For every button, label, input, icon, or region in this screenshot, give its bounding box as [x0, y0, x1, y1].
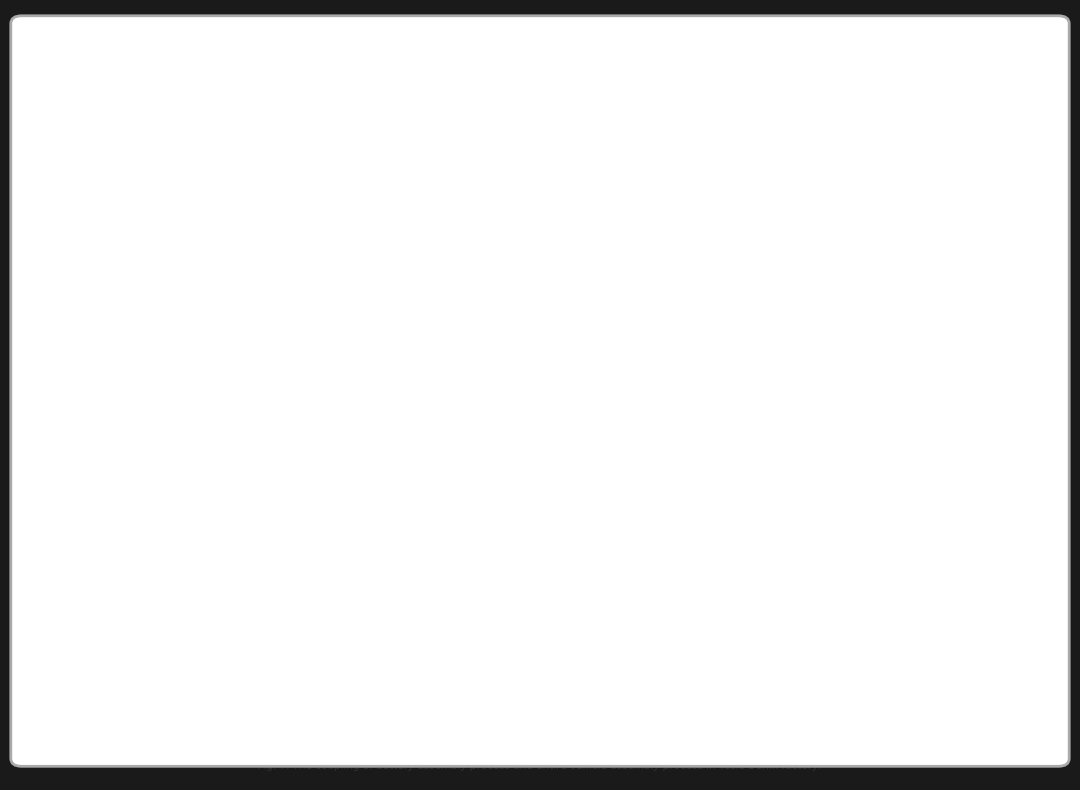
Text: Reparaturen
A009-00-00-07: Reparaturen A009-00-00-07 [325, 501, 399, 522]
FancyBboxPatch shape [189, 377, 308, 402]
FancyBboxPatch shape [302, 186, 481, 280]
FancyBboxPatch shape [518, 186, 707, 280]
FancyBboxPatch shape [502, 363, 675, 466]
FancyBboxPatch shape [518, 336, 670, 411]
FancyBboxPatch shape [518, 466, 697, 557]
Text: 15537 Grünheide: 15537 Grünheide [829, 486, 905, 495]
Text: A009-00-03-HW01 bis HW04,
HW05 bis HW08: A009-00-03-HW01 bis HW04, HW05 bis HW08 [808, 352, 819, 438]
Text: A009-00-00-07-
HM01 und HM09: A009-00-00-07- HM01 und HM09 [456, 501, 510, 514]
FancyBboxPatch shape [122, 250, 235, 280]
Text: Bearbeiter: 3236/3259: Bearbeiter: 3236/3259 [950, 595, 1037, 604]
Text: A009-00-00-02-HM07
bis HM08: A009-00-00-02-HM07 bis HM08 [463, 228, 535, 240]
Text: Lenkrad: Lenkrad [571, 443, 606, 452]
FancyArrow shape [59, 196, 184, 255]
Text: Fertigung Antrieb
A008-00: Fertigung Antrieb A008-00 [551, 363, 637, 384]
Text: Abwasser: Abwasser [294, 700, 337, 709]
Text: Tesla Manufacturing Brandenburg SE: Tesla Manufacturing Brandenburg SE [829, 446, 989, 455]
Text: A009-00-00-07-
HW09 bis HW11: A009-00-00-07- HW09 bis HW11 [210, 513, 262, 525]
Text: Montage
Innenverkleidung
A009-00-00-01: Montage Innenverkleidung A009-00-00-01 [340, 216, 443, 250]
Text: A009-00-00-05-HM06: A009-00-00-05-HM06 [213, 386, 284, 393]
Text: Bearbeiter:: Bearbeiter: [832, 413, 887, 423]
Text: Sitzfertigung
A005-00: Sitzfertigung A005-00 [701, 363, 762, 384]
FancyBboxPatch shape [467, 187, 531, 217]
FancyBboxPatch shape [524, 59, 697, 150]
Text: 19.04.2021: 19.04.2021 [829, 608, 873, 617]
Text: A009-00-00-05-
HM01 und HM09: A009-00-00-05- HM01 und HM09 [221, 356, 275, 369]
FancyBboxPatch shape [184, 505, 288, 533]
Text: Verglasung
A009-00-00-05: Verglasung A009-00-00-05 [345, 363, 417, 384]
Text: BE: A009-00: BE: A009-00 [877, 561, 1000, 578]
Text: A009-00-00-08-
HW01 bis HW11: A009-00-00-08- HW01 bis HW11 [152, 259, 205, 272]
FancyBboxPatch shape [467, 219, 531, 249]
FancyBboxPatch shape [49, 324, 232, 431]
FancyArrow shape [589, 626, 632, 720]
FancyBboxPatch shape [59, 332, 221, 423]
FancyBboxPatch shape [821, 324, 1056, 364]
Text: Endmontage
(General Assembly): Endmontage (General Assembly) [877, 333, 1000, 356]
Text: A009-00-00-05 HW05: A009-00-00-05 HW05 [334, 409, 406, 416]
Text: S.P.: S.P. [950, 608, 963, 617]
Text: Batteriesatz: Batteriesatz [584, 75, 636, 85]
Text: Achsen: Achsen [595, 125, 625, 134]
FancyBboxPatch shape [313, 400, 427, 425]
FancyBboxPatch shape [362, 257, 470, 282]
FancyBboxPatch shape [407, 596, 504, 624]
Text: A4: A4 [896, 521, 907, 530]
FancyArrow shape [108, 610, 232, 670]
Text: Logistik: Logistik [139, 634, 195, 646]
FancyBboxPatch shape [434, 493, 531, 521]
Text: Fig. 7. The coupling of battery assembly process and entire vehicle assembly pro: Fig. 7. The coupling of battery assembly… [258, 762, 822, 771]
FancyBboxPatch shape [821, 87, 1056, 703]
Text: Finale Montage
A009-00-00-03: Finale Montage A009-00-00-03 [562, 501, 653, 522]
Text: A009-00-00-08-HM01 und HM09: A009-00-00-08-HM01 und HM09 [366, 267, 465, 272]
Text: Versorgungs- und
Entsorgungsanlage: Versorgungs- und Entsorgungsanlage [646, 650, 665, 724]
Text: A009-00-00-06-HM01 und HM09: A009-00-00-06-HM01 und HM09 [688, 566, 788, 570]
Text: Tesla Straße 1: Tesla Straße 1 [829, 466, 890, 475]
Text: Chassis- Hochzeit
A009-00-00-02: Chassis- Hochzeit A009-00-00-02 [562, 222, 664, 244]
Text: A009-00-00-08-HM01, HM06,
HM07, HM08 und HM09
A000-02-0X-01 HM02 bis HM05: A009-00-00-08-HM01, HM06, HM07, HM08 und… [70, 465, 167, 481]
Text: A009-00-00-04-
HM01 und HM09: A009-00-00-04- HM01 und HM09 [429, 604, 483, 616]
Text: Erstelldatum: 14.06.2021  Version: 3  Erstellt mit: ELiA-2.7-b8: Erstelldatum: 14.06.2021 Version: 3 Erst… [59, 742, 338, 751]
Text: Mittelkonsole: Mittelkonsole [561, 421, 617, 430]
Text: A009-00-00-01-HM01
und HM09: A009-00-00-01-HM01 und HM09 [214, 211, 288, 224]
FancyBboxPatch shape [286, 59, 475, 150]
Text: Lackiererei: Lackiererei [69, 219, 147, 231]
FancyBboxPatch shape [302, 336, 459, 411]
FancyBboxPatch shape [189, 201, 313, 233]
FancyBboxPatch shape [189, 348, 308, 377]
FancyBboxPatch shape [221, 592, 410, 683]
Text: Qualitäts- und
Funktionschecks
A009-00-00-04: Qualitäts- und Funktionschecks A009-00-0… [267, 621, 365, 655]
Text: Format:: Format: [829, 521, 862, 530]
Text: Dachverglasung: Dachverglasung [554, 400, 623, 408]
FancyBboxPatch shape [670, 336, 794, 411]
FancyBboxPatch shape [281, 478, 443, 545]
Text: A009-00-00-02-
HM01 und HM09: A009-00-00-02- HM01 und HM09 [472, 196, 526, 209]
Text: TESLA: TESLA [960, 405, 1007, 420]
Text: Türtrim
A009-00-00-06: Türtrim A009-00-00-06 [710, 621, 781, 643]
FancyBboxPatch shape [675, 596, 815, 668]
Text: Windschutzscheibe: Windschutzscheibe [548, 378, 630, 386]
FancyBboxPatch shape [796, 312, 831, 478]
Text: GAInnovationline
A009-00-00-08: GAInnovationline A009-00-00-08 [102, 367, 179, 387]
Text: A009-00-00-05-
HM01 und HM09: A009-00-00-05- HM01 und HM09 [726, 227, 781, 239]
Text: Stoßdämpfer: Stoßdämpfer [583, 100, 637, 109]
FancyBboxPatch shape [687, 555, 789, 581]
Text: Lackiererei Karosserie: Lackiererei Karosserie [334, 75, 428, 85]
Text: Datum:: Datum: [829, 595, 858, 604]
Text: Gurte: Gurte [368, 125, 393, 134]
FancyBboxPatch shape [821, 87, 1056, 333]
Text: A000-02-02-01BM02
A000-02-03-01 BM03
A000-02-04-01 BM04
A000-02-05-01 BM05: A000-02-02-01BM02 A000-02-03-01 BM03 A00… [529, 605, 595, 627]
FancyBboxPatch shape [923, 392, 1043, 434]
FancyBboxPatch shape [702, 217, 805, 249]
Text: Pedalgestell: Pedalgestell [355, 100, 406, 109]
